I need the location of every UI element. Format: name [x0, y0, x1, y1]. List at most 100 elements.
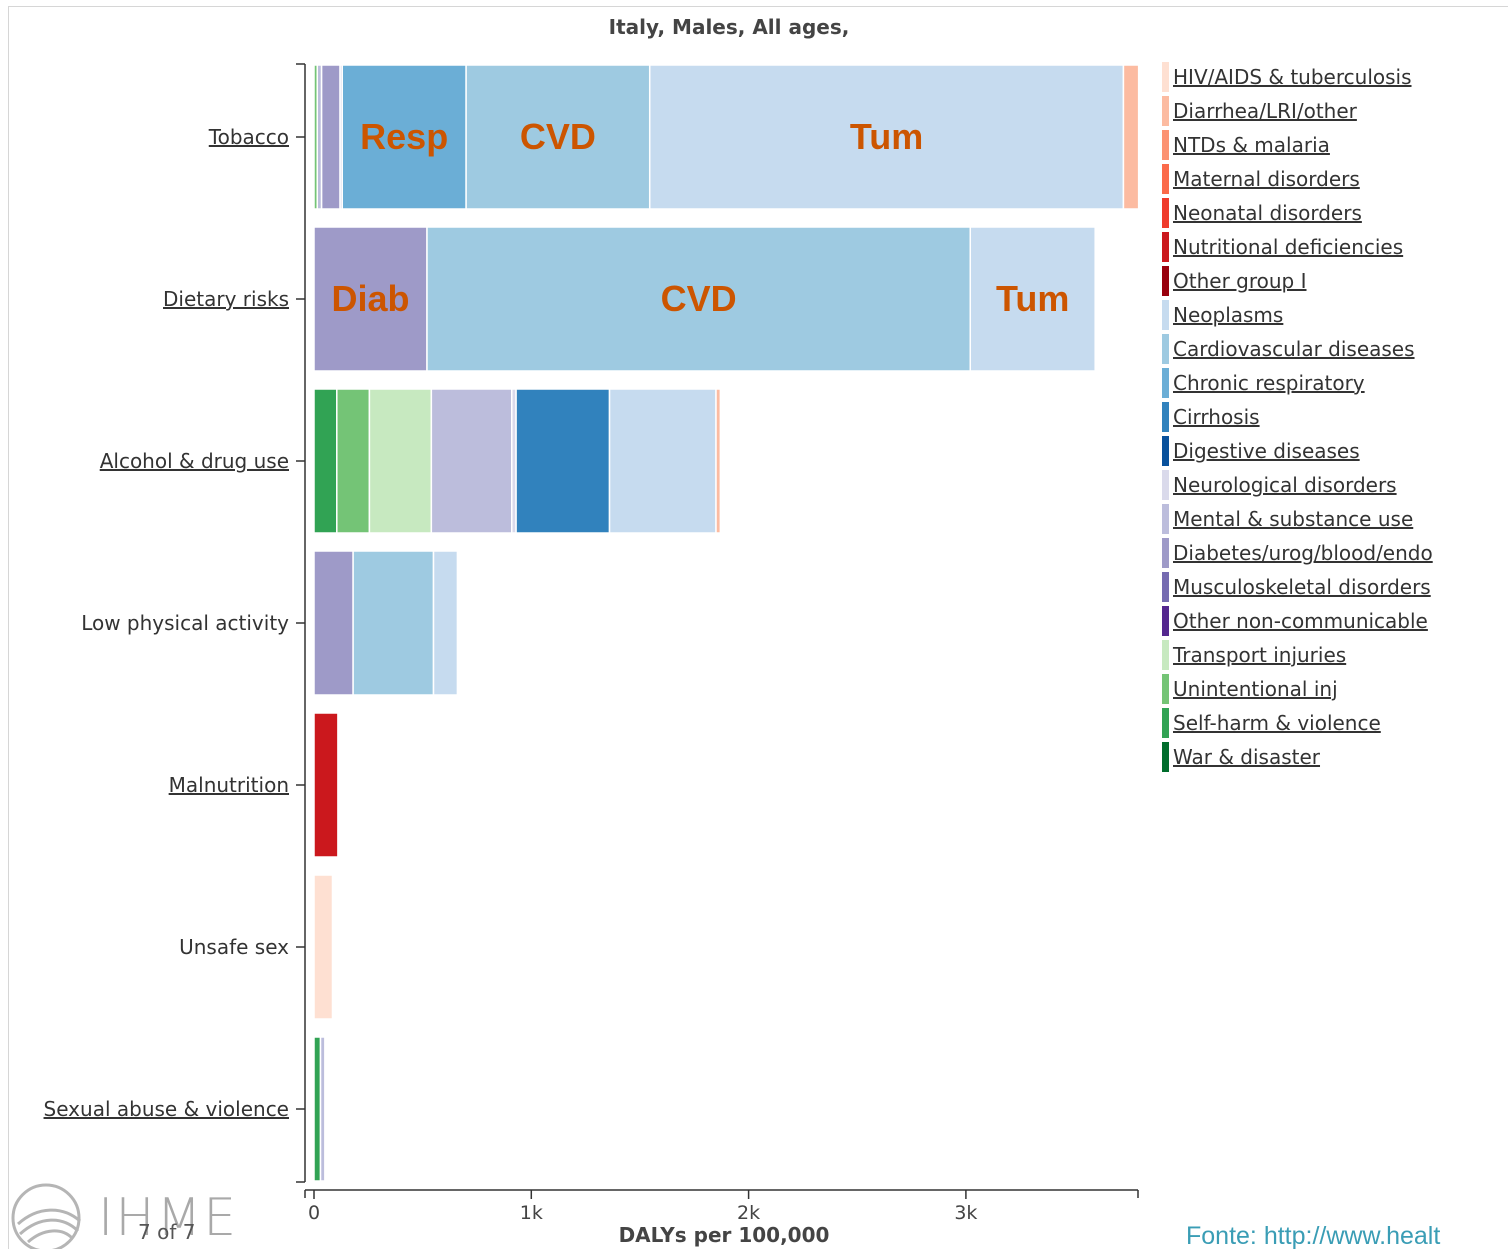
bar-segment[interactable] [1122, 64, 1140, 210]
legend-label[interactable]: Chronic respiratory [1173, 371, 1365, 395]
legend-item[interactable]: Other non-communicable [1162, 606, 1428, 636]
legend-label[interactable]: Musculoskeletal disorders [1173, 575, 1431, 599]
legend-label[interactable]: Neurological disorders [1173, 473, 1397, 497]
legend-swatch [1162, 640, 1169, 670]
legend-item[interactable]: Unintentional inj [1162, 674, 1338, 704]
legend-item[interactable]: HIV/AIDS & tuberculosis [1162, 62, 1412, 92]
bar-segment[interactable] [352, 550, 435, 696]
legend-item[interactable]: Diabetes/urog/blood/endo [1162, 538, 1433, 568]
legend-item[interactable]: NTDs & malaria [1162, 130, 1330, 160]
legend-label[interactable]: Nutritional deficiencies [1173, 235, 1404, 259]
legend-label[interactable]: War & disaster [1173, 745, 1321, 769]
legend-item[interactable]: Chronic respiratory [1162, 368, 1365, 398]
legend-swatch [1162, 674, 1169, 704]
chart-frame [8, 6, 1508, 1249]
bar-segment[interactable] [515, 388, 611, 534]
legend-item[interactable]: Transport injuries [1162, 640, 1346, 670]
legend-swatch [1162, 130, 1169, 160]
bar-segment[interactable] [313, 388, 338, 534]
legend-label[interactable]: Cirrhosis [1173, 405, 1260, 429]
bar-segment[interactable] [715, 388, 722, 534]
legend-label[interactable]: Cardiovascular diseases [1173, 337, 1415, 361]
legend-swatch [1162, 572, 1169, 602]
bar-annotation: Diab [331, 278, 409, 319]
logo-text: IHME [98, 1188, 239, 1248]
legend-item[interactable]: Nutritional deficiencies [1162, 232, 1403, 262]
legend-label[interactable]: Unintentional inj [1173, 677, 1338, 701]
legend-label[interactable]: Mental & substance use [1173, 507, 1414, 531]
bar-segment[interactable] [608, 388, 717, 534]
legend-item[interactable]: Cardiovascular diseases [1162, 334, 1415, 364]
legend-swatch [1162, 300, 1169, 330]
y-tick-label[interactable]: Tobacco [208, 125, 289, 149]
bar-segment[interactable] [313, 550, 354, 696]
bar-annotation: Tum [996, 278, 1069, 319]
stacked-bar-chart: Italy, Males, All ages, Resp CVD Tum Diab CVD… [44, 15, 1140, 1247]
source-link[interactable]: Fonte: http://www.healt [1186, 1222, 1441, 1250]
legend-swatch [1162, 62, 1169, 92]
legend-swatch [1162, 436, 1169, 466]
legend-swatch [1162, 402, 1169, 432]
ihme-logo-icon [11, 1183, 81, 1249]
bar-segment[interactable] [313, 226, 428, 372]
bar-segment[interactable] [426, 226, 971, 372]
bar-annotation: CVD [520, 116, 596, 157]
bar-segment[interactable] [313, 1036, 322, 1182]
chart-title: Italy, Males, All ages, [609, 15, 850, 39]
bar-segment[interactable] [313, 874, 334, 1020]
legend-item[interactable]: Other group I [1162, 266, 1307, 296]
legend-swatch [1162, 470, 1169, 500]
y-tick-label[interactable]: Malnutrition [169, 773, 289, 797]
legend-label[interactable]: Other group I [1173, 269, 1307, 293]
legend-swatch [1162, 266, 1169, 296]
bar-segment[interactable] [969, 226, 1096, 372]
y-tick-label: Low physical activity [81, 611, 289, 635]
legend-item[interactable]: Digestive diseases [1162, 436, 1360, 466]
legend-swatch [1162, 334, 1169, 364]
bar-segment[interactable] [368, 388, 433, 534]
legend-label[interactable]: HIV/AIDS & tuberculosis [1173, 65, 1412, 89]
bar-segment[interactable] [319, 1036, 326, 1182]
legend-swatch [1162, 606, 1169, 636]
legend-label[interactable]: Neonatal disorders [1173, 201, 1362, 225]
legend-item[interactable]: Musculoskeletal disorders [1162, 572, 1431, 602]
legend-label[interactable]: Neoplasms [1173, 303, 1284, 327]
legend-item[interactable]: Mental & substance use [1162, 504, 1413, 534]
legend-item[interactable]: Neurological disorders [1162, 470, 1397, 500]
y-tick-label: Unsafe sex [179, 935, 289, 959]
x-tick-label: 2k [737, 1202, 760, 1224]
legend-item[interactable]: Self-harm & violence [1162, 708, 1381, 738]
bar-segment[interactable] [341, 64, 467, 210]
legend-item[interactable]: Neonatal disorders [1162, 198, 1362, 228]
legend-label[interactable]: NTDs & malaria [1173, 133, 1330, 157]
bar-segment[interactable] [432, 550, 459, 696]
legend-item[interactable]: War & disaster [1162, 742, 1320, 772]
legend-swatch [1162, 96, 1169, 126]
y-tick-label[interactable]: Sexual abuse & violence [44, 1097, 289, 1121]
legend-item[interactable]: Neoplasms [1162, 300, 1283, 330]
bar-segment[interactable] [648, 64, 1125, 210]
legend-label[interactable]: Diabetes/urog/blood/endo [1173, 541, 1433, 565]
bar-segment[interactable] [313, 712, 339, 858]
legend-label[interactable]: Diarrhea/LRI/other [1173, 99, 1357, 123]
legend-item[interactable]: Diarrhea/LRI/other [1162, 96, 1357, 126]
bar-segment[interactable] [336, 388, 371, 534]
bar-annotation: CVD [661, 278, 737, 319]
y-tick-label[interactable]: Alcohol & drug use [100, 449, 289, 473]
y-tick-label[interactable]: Dietary risks [163, 287, 289, 311]
bar-segment[interactable] [320, 64, 341, 210]
page-indicator: 7 of 7 [138, 1220, 196, 1244]
legend-swatch [1162, 504, 1169, 534]
legend-swatch [1162, 538, 1169, 568]
legend-label[interactable]: Other non-communicable [1173, 609, 1428, 633]
legend-item[interactable]: Maternal disorders [1162, 164, 1360, 194]
legend-label[interactable]: Transport injuries [1173, 643, 1347, 667]
legend-swatch [1162, 708, 1169, 738]
legend-item[interactable]: Cirrhosis [1162, 402, 1260, 432]
bar-segment[interactable] [430, 388, 513, 534]
x-axis-label: DALYs per 100,000 [619, 1223, 830, 1247]
legend-label[interactable]: Digestive diseases [1173, 439, 1360, 463]
legend-label[interactable]: Self-harm & violence [1173, 711, 1381, 735]
legend-swatch [1162, 232, 1169, 262]
legend-label[interactable]: Maternal disorders [1173, 167, 1360, 191]
